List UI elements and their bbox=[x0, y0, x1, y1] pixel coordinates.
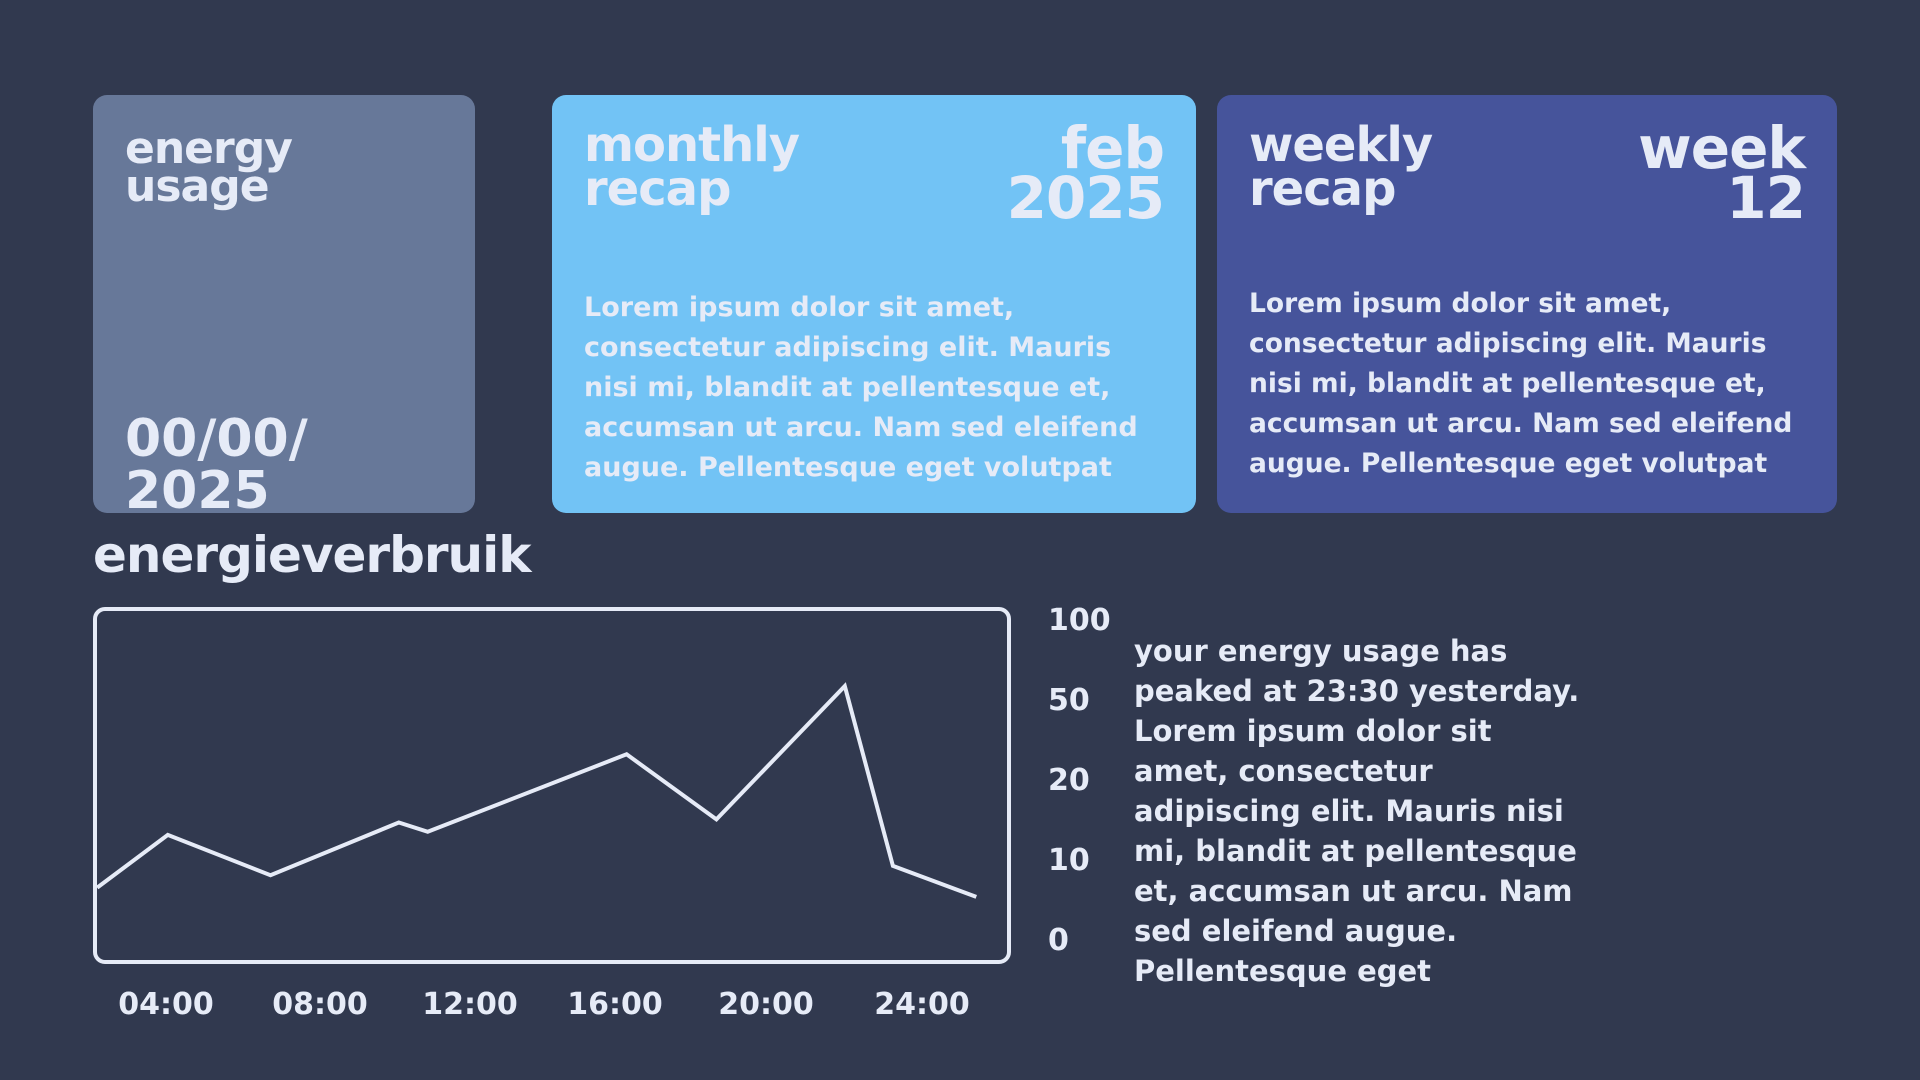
y-tick-label: 0 bbox=[1048, 923, 1069, 958]
weekly-recap-title-line-1: weekly bbox=[1249, 117, 1433, 173]
energy-usage-title: energy usage bbox=[125, 123, 293, 212]
weekly-recap-title-line-2: recap bbox=[1249, 161, 1396, 217]
weekly-recap-title: weekly recap bbox=[1249, 117, 1433, 217]
weekly-recap-week-label: week bbox=[1638, 114, 1806, 182]
monthly-recap-title-line-1: monthly bbox=[584, 117, 800, 173]
monthly-recap-body: Lorem ipsum dolor sit amet, consectetur … bbox=[584, 292, 1138, 483]
energy-usage-date-line-1: 00/00/ bbox=[125, 409, 308, 469]
monthly-recap-period: feb 2025 bbox=[1006, 114, 1165, 232]
energy-usage-line bbox=[97, 682, 977, 899]
usage-note: your energy usage has peaked at 23:30 ye… bbox=[1134, 634, 1580, 988]
energy-usage-card: energy usage 00/00/ 2025 bbox=[93, 95, 475, 517]
energy-usage-date: 00/00/ 2025 bbox=[125, 413, 308, 517]
weekly-recap-body: Lorem ipsum dolor sit amet, consectetur … bbox=[1249, 287, 1793, 479]
weekly-recap-period: week 12 bbox=[1638, 114, 1806, 232]
y-tick-label: 10 bbox=[1048, 843, 1090, 878]
energy-usage-title-line-1: energy bbox=[125, 123, 293, 174]
x-tick-label: 24:00 bbox=[874, 987, 970, 1022]
monthly-recap-month: feb bbox=[1060, 114, 1165, 182]
energy-usage-date-line-2: 2025 bbox=[125, 461, 270, 521]
monthly-recap-title-line-2: recap bbox=[584, 161, 731, 217]
energy-chart-plot bbox=[97, 682, 977, 899]
y-tick-label: 50 bbox=[1048, 683, 1090, 718]
energy-usage-title-line-2: usage bbox=[125, 161, 270, 212]
x-tick-label: 20:00 bbox=[718, 987, 814, 1022]
energy-chart bbox=[93, 607, 1011, 964]
monthly-recap-year: 2025 bbox=[1006, 164, 1165, 232]
weekly-recap-card: weekly recap week 12 Lorem ipsum dolor s… bbox=[1217, 95, 1837, 513]
x-tick-label: 12:00 bbox=[422, 987, 518, 1022]
x-tick-label: 04:00 bbox=[118, 987, 214, 1022]
monthly-recap-title: monthly recap bbox=[584, 117, 800, 217]
weekly-recap-week-number: 12 bbox=[1726, 164, 1806, 232]
x-tick-label: 08:00 bbox=[272, 987, 368, 1022]
x-tick-label: 16:00 bbox=[567, 987, 663, 1022]
y-tick-label: 20 bbox=[1048, 763, 1090, 798]
y-tick-label: 100 bbox=[1048, 603, 1111, 638]
monthly-recap-card: monthly recap feb 2025 Lorem ipsum dolor… bbox=[552, 95, 1196, 513]
section-title: energieverbruik bbox=[93, 526, 532, 584]
